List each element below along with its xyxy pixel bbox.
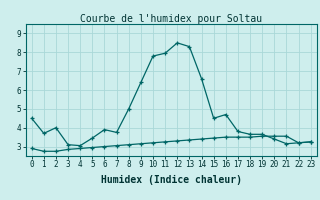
- Title: Courbe de l'humidex pour Soltau: Courbe de l'humidex pour Soltau: [80, 14, 262, 24]
- X-axis label: Humidex (Indice chaleur): Humidex (Indice chaleur): [101, 175, 242, 185]
